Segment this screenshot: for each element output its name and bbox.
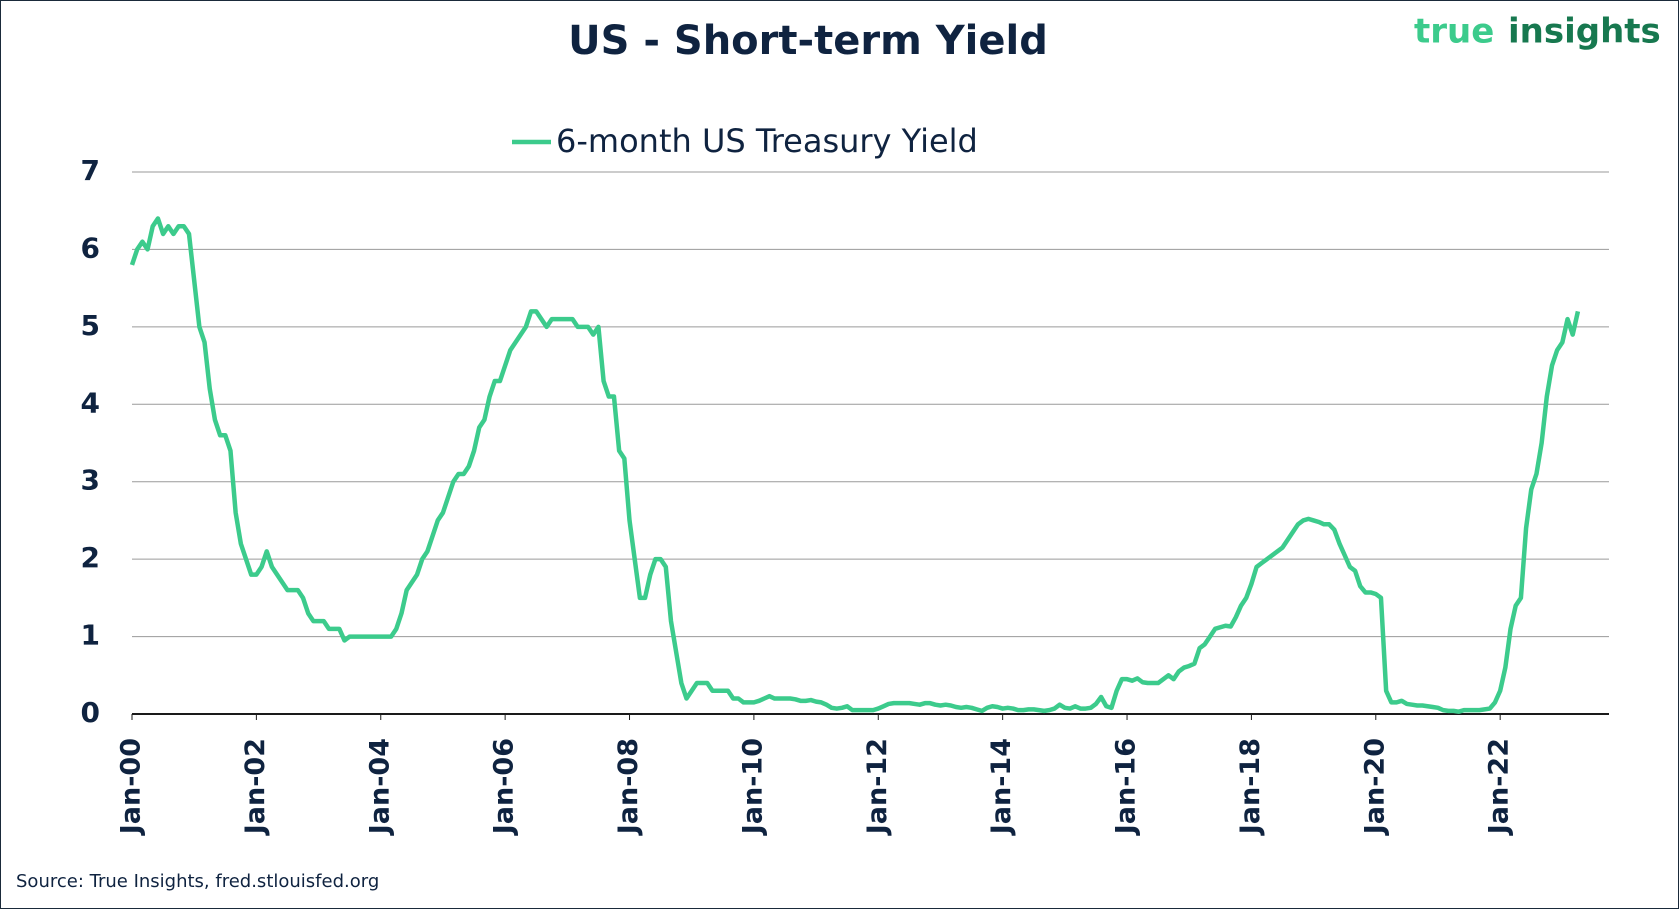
brand-first: true [1414, 12, 1494, 52]
x-tick-label: Jan-20 [1359, 738, 1390, 836]
x-tick-label: Jan-08 [613, 738, 644, 836]
x-tick-label: Jan-12 [862, 738, 893, 836]
x-tick-label: Jan-10 [737, 738, 768, 836]
y-tick-label: 7 [81, 154, 100, 187]
y-tick-label: 2 [81, 541, 100, 574]
x-tick-label: Jan-22 [1484, 738, 1515, 836]
x-tick-label: Jan-18 [1235, 738, 1266, 836]
x-tick-label: Jan-04 [364, 738, 395, 836]
x-tick-label: Jan-16 [1111, 738, 1142, 836]
data-line [129, 216, 1581, 714]
source-note: Source: True Insights, fred.stlouisfed.o… [16, 871, 379, 892]
x-tick-label: Jan-14 [986, 738, 1017, 836]
chart-title: US - Short-term Yield [568, 18, 1048, 64]
y-tick-label: 3 [81, 464, 100, 497]
x-tick-label: Jan-06 [489, 738, 520, 836]
legend-label: 6-month US Treasury Yield [556, 122, 978, 160]
y-tick-label: 5 [81, 309, 100, 342]
brand-second: insights [1508, 12, 1661, 52]
y-tick-label: 6 [81, 231, 100, 264]
x-tick-label: Jan-02 [240, 738, 271, 836]
y-tick-label: 4 [81, 386, 100, 419]
x-tick-label: Jan-00 [116, 738, 147, 836]
y-tick-label: 0 [81, 696, 100, 729]
y-tick-label: 1 [81, 619, 100, 652]
